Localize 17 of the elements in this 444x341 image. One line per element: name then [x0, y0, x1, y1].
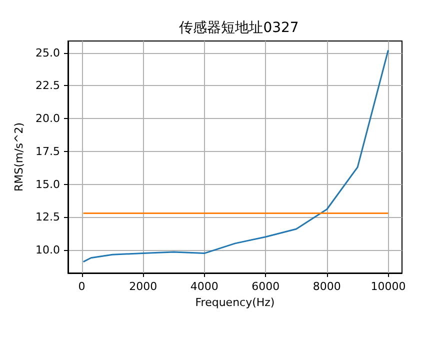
- x-tick-label: 6000: [252, 280, 280, 293]
- line-series: [82, 49, 389, 263]
- y-axis-title: RMS(m/s^2): [12, 122, 26, 192]
- y-tick-label: 12.5: [36, 210, 60, 224]
- y-tick-label: 25.0: [36, 46, 60, 60]
- chart-title: 传感器短地址0327: [179, 20, 299, 36]
- x-tick-label: 2000: [129, 280, 158, 293]
- x-tick-label: 0: [78, 280, 86, 293]
- y-tick-label: 20.0: [36, 112, 60, 126]
- y-tick-label: 15.0: [36, 178, 60, 191]
- y-tick-label: 17.5: [36, 144, 60, 158]
- x-tick-label: 10000: [370, 280, 406, 293]
- x-tick-label: 8000: [312, 280, 341, 293]
- x-axis-title: Frequency(Hz): [195, 296, 275, 309]
- y-tick-label: 22.5: [36, 79, 60, 92]
- y-tick-label: 10.0: [36, 243, 60, 256]
- x-tick-label: 4000: [190, 280, 218, 293]
